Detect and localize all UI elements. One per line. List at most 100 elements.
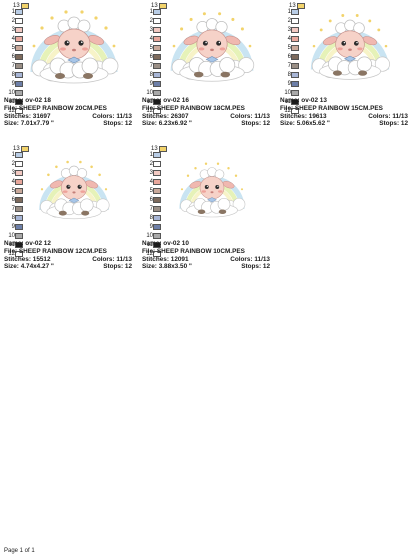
swatch-number: 1: [149, 9, 153, 15]
color-swatch-row: 10: [144, 232, 166, 241]
swatch-number: 1: [11, 152, 15, 158]
color-swatch-row: 9: [6, 223, 28, 232]
design-file: File: SHEEP RAINBOW 15CM.PES: [280, 104, 383, 112]
swatch-number: 3: [11, 170, 15, 176]
design-file: File: SHEEP RAINBOW 18CM.PES: [142, 104, 245, 112]
color-swatch-row: 1: [6, 151, 28, 160]
swatch-color-box: [15, 45, 23, 51]
color-swatch-list: 1 2 3 4 5 6 7 8 9 10: [144, 8, 166, 116]
color-swatch-row: 1: [6, 8, 28, 17]
color-swatch-row: 9: [6, 80, 28, 89]
swatch-color-box: [153, 215, 161, 221]
swatch-color-box: [153, 224, 161, 230]
design-info: Name: ov-02 13 File: SHEEP RAINBOW 15CM.…: [280, 97, 408, 128]
color-swatch-row: 4: [6, 178, 28, 187]
swatch-color-box: [291, 108, 299, 114]
design-colors: Colors: 11/13: [230, 255, 270, 263]
swatch-color-box: [15, 18, 23, 24]
swatch-number: 8: [287, 72, 291, 78]
swatch-color-box: [159, 146, 167, 152]
swatch-number: 11: [8, 99, 15, 105]
color-swatch-row: 11: [144, 98, 166, 107]
color-swatch-row: 11: [144, 241, 166, 250]
swatch-number: 11: [146, 242, 153, 248]
color-swatch-row: 7: [6, 205, 28, 214]
swatch-number: 4: [149, 179, 153, 185]
swatch-color-box: [15, 215, 23, 221]
color-swatch-row: 6: [282, 53, 304, 62]
color-swatch-row: 11: [6, 241, 28, 250]
color-swatch-row: 11: [282, 98, 304, 107]
color-swatch-row: 9: [144, 223, 166, 232]
color-swatch-row: 2: [282, 17, 304, 26]
sheep-rainbow-illustration: [30, 10, 119, 84]
swatch-number: 13: [151, 146, 158, 152]
design-stitches: Stitches: 31697: [4, 112, 51, 120]
swatch-color-box: [15, 108, 23, 114]
design-stitches: Stitches: 26307: [142, 112, 189, 120]
design-name: Name: ov-02 18: [4, 97, 51, 104]
sheep-rainbow-illustration: [39, 160, 110, 220]
swatch-number: 12: [146, 108, 153, 114]
color-swatch-row: 4: [144, 178, 166, 187]
swatch-number: 7: [287, 63, 291, 69]
design-colors: Colors: 11/13: [230, 112, 270, 120]
design-stitches: Stitches: 19613: [280, 112, 327, 120]
swatch-color-box: [297, 3, 305, 9]
swatch-number: 9: [11, 224, 15, 230]
swatch-color-box: [15, 81, 23, 87]
design-size: Size: 3.88x3.50 ": [142, 263, 192, 271]
design-file: File: SHEEP RAINBOW 20CM.PES: [4, 104, 107, 112]
swatch-color-box: [153, 197, 161, 203]
swatch-number: 5: [11, 188, 15, 194]
color-swatch-row: 5: [144, 187, 166, 196]
color-swatch-row: 5: [144, 44, 166, 53]
swatch-number: 13: [13, 3, 20, 9]
color-swatch-row: 5: [282, 44, 304, 53]
swatch-number: 12: [8, 108, 15, 114]
color-swatch-row: 2: [144, 160, 166, 169]
swatch-number: 7: [149, 63, 153, 69]
swatch-number: 10: [8, 233, 15, 239]
swatch-color-box: [15, 99, 23, 105]
swatch-color-box: [153, 161, 161, 167]
swatch-number: 5: [149, 45, 153, 51]
swatch-number: 1: [287, 9, 291, 15]
swatch-color-box: [291, 9, 299, 15]
swatch-number: 3: [149, 27, 153, 33]
design-preview: [298, 6, 402, 88]
swatch-color-box: [153, 18, 161, 24]
swatch-number: 11: [284, 99, 291, 105]
design-size: Size: 5.06x5.62 ": [280, 120, 330, 128]
swatch-number: 4: [287, 36, 291, 42]
design-stops: Stops: 12: [103, 120, 132, 128]
design-stitches: Stitches: 12091: [142, 255, 189, 263]
swatch-number: 12: [284, 108, 291, 114]
swatch-number: 3: [11, 27, 15, 33]
swatch-color-box: [153, 108, 161, 114]
swatch-color-box: [15, 54, 23, 60]
color-swatch-list: 1 2 3 4 5 6 7 8 9 10: [6, 8, 28, 116]
color-swatch-row: 3: [144, 26, 166, 35]
swatch-color-box: [15, 90, 23, 96]
swatch-number: 8: [11, 215, 15, 221]
color-swatch-row: 10: [282, 89, 304, 98]
design-name: Name: ov-02 12: [4, 240, 51, 247]
color-swatch-row: 3: [144, 169, 166, 178]
color-swatch-row: 10: [6, 232, 28, 241]
design-preview: [160, 149, 264, 231]
color-swatch-row: 7: [6, 62, 28, 71]
design-stitches: Stitches: 15512: [4, 255, 51, 263]
swatch-color-box: [291, 36, 299, 42]
swatch-number: 4: [11, 179, 15, 185]
color-swatch-row: 6: [6, 53, 28, 62]
swatch-number: 10: [284, 90, 291, 96]
color-swatch-row: 8: [6, 71, 28, 80]
color-swatch-row: 8: [282, 71, 304, 80]
color-swatch-row: 12: [6, 250, 28, 259]
swatch-color-box: [15, 206, 23, 212]
swatch-color-box: [15, 242, 23, 248]
swatch-color-box: [153, 206, 161, 212]
swatch-color-box: [153, 188, 161, 194]
swatch-extra: 13: [289, 2, 305, 11]
